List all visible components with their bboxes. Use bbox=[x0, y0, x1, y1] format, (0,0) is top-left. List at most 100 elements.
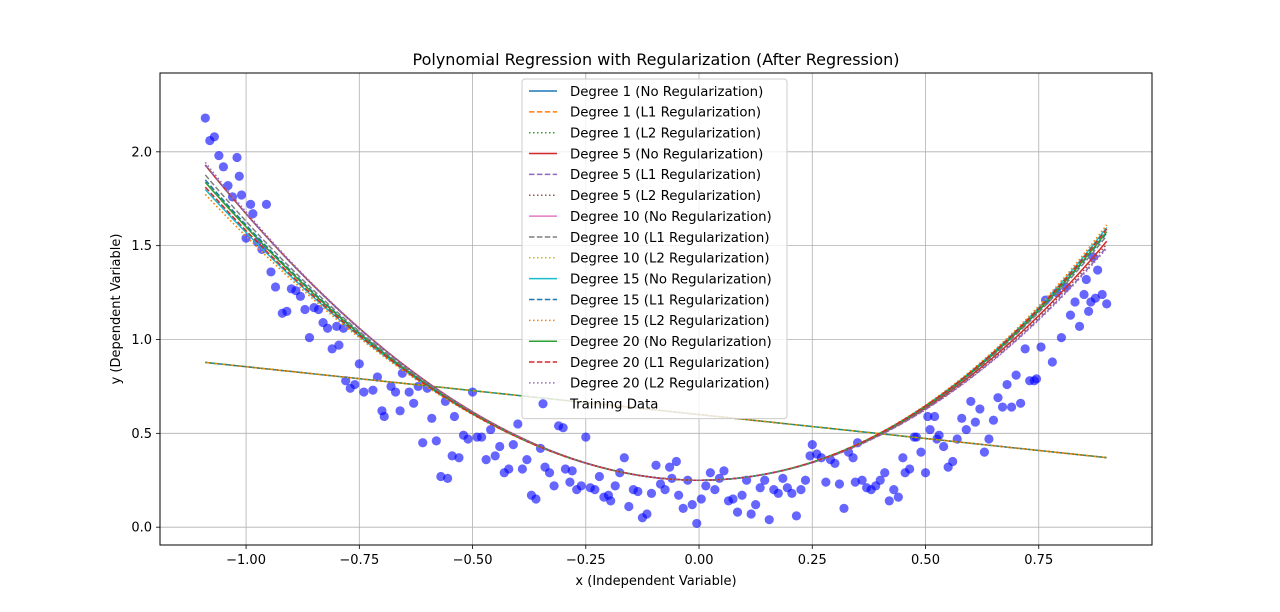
training-data-point bbox=[934, 430, 944, 440]
training-data-point bbox=[334, 340, 344, 350]
training-data-point bbox=[218, 162, 229, 172]
training-data-point bbox=[755, 483, 765, 493]
training-data-point bbox=[581, 432, 591, 442]
legend-label: Degree 1 (L2 Regularization) bbox=[570, 127, 761, 142]
training-data-point bbox=[322, 323, 333, 333]
training-data-point bbox=[671, 456, 681, 467]
training-data-point bbox=[214, 150, 224, 161]
training-data-point bbox=[1056, 333, 1067, 343]
training-data-point bbox=[531, 494, 541, 504]
training-data-point bbox=[728, 494, 738, 504]
legend-label: Degree 15 (L2 Regularization) bbox=[570, 314, 770, 329]
y-tick-label: 1.5 bbox=[131, 239, 152, 254]
training-data-point bbox=[997, 402, 1008, 412]
legend-label: Degree 20 (L2 Regularization) bbox=[570, 377, 770, 392]
training-data-point bbox=[791, 511, 802, 521]
training-data-point bbox=[513, 419, 523, 429]
training-data-point bbox=[984, 434, 994, 444]
training-data-point bbox=[404, 387, 414, 397]
training-data-point bbox=[732, 507, 743, 517]
training-data-point bbox=[431, 436, 441, 446]
training-data-point bbox=[667, 473, 677, 483]
training-data-point bbox=[266, 267, 276, 277]
training-data-point bbox=[481, 455, 491, 465]
training-data-point bbox=[486, 424, 496, 435]
training-data-point bbox=[857, 475, 867, 485]
plot-frame bbox=[159, 72, 1153, 546]
x-tick-label: 0.75 bbox=[1024, 553, 1053, 568]
training-data-point bbox=[508, 439, 518, 450]
legend-label: Degree 1 (No Regularization) bbox=[570, 85, 763, 100]
y-tick-label: 2.0 bbox=[131, 145, 152, 160]
training-data-point bbox=[1016, 398, 1026, 408]
training-data-point bbox=[664, 462, 675, 472]
training-data-point bbox=[409, 398, 419, 408]
training-data-point bbox=[261, 199, 272, 209]
x-tick-label: −0.50 bbox=[453, 553, 493, 568]
training-data-point bbox=[737, 490, 747, 500]
training-data-point bbox=[232, 152, 242, 163]
training-data-point bbox=[567, 466, 577, 476]
legend-label: Degree 10 (No Regularization) bbox=[570, 210, 772, 225]
legend-box bbox=[521, 78, 788, 420]
training-data-point bbox=[701, 481, 711, 491]
training-data-point bbox=[549, 481, 559, 491]
training-data-point bbox=[1020, 344, 1030, 354]
training-data-point bbox=[350, 379, 360, 390]
training-data-point bbox=[1093, 265, 1103, 275]
training-data-point bbox=[678, 503, 688, 514]
training-data-point bbox=[884, 496, 894, 506]
training-data-point bbox=[594, 471, 604, 482]
training-data-point bbox=[565, 477, 575, 487]
training-data-point bbox=[395, 406, 405, 416]
training-data-point bbox=[970, 417, 980, 427]
x-tick-label: −1.00 bbox=[226, 553, 266, 568]
training-data-point bbox=[939, 441, 949, 452]
training-data-point bbox=[957, 413, 967, 423]
training-data-point bbox=[807, 439, 817, 450]
training-data-point bbox=[800, 475, 811, 485]
training-data-point bbox=[1065, 310, 1076, 320]
legend-label: Degree 10 (L2 Regularization) bbox=[570, 252, 770, 267]
legend-label: Degree 5 (L1 Regularization) bbox=[570, 168, 761, 183]
training-data-point bbox=[710, 485, 720, 495]
training-data-point bbox=[687, 500, 697, 510]
y-tick-label: 0.5 bbox=[131, 427, 152, 442]
training-data-point bbox=[839, 503, 849, 514]
training-data-point bbox=[988, 415, 999, 425]
training-data-point bbox=[778, 473, 788, 483]
x-tick-label: 0.00 bbox=[685, 553, 714, 568]
training-data-point bbox=[889, 485, 899, 495]
training-data-point bbox=[773, 488, 783, 498]
training-data-point bbox=[359, 387, 369, 397]
training-data-point bbox=[544, 468, 555, 478]
training-data-point bbox=[300, 304, 310, 315]
training-data-point bbox=[1011, 370, 1021, 380]
axis-ticks: −1.00 −0.75 −0.50 −0.25 0.00 0.25 0.50 0.75 0.0 0… bbox=[131, 145, 1053, 568]
training-data-point bbox=[558, 423, 568, 433]
training-data-point bbox=[893, 492, 903, 502]
training-data-point bbox=[925, 424, 935, 435]
training-data-point bbox=[234, 171, 244, 181]
training-data-point bbox=[875, 475, 885, 485]
y-tick-label: 1.0 bbox=[131, 333, 152, 348]
training-data-point bbox=[920, 468, 931, 478]
training-data-point bbox=[390, 387, 401, 397]
training-data-point bbox=[245, 199, 256, 209]
training-data-point bbox=[1031, 374, 1042, 384]
training-data-point bbox=[961, 424, 971, 435]
training-data-point bbox=[495, 441, 505, 452]
training-data-point bbox=[1047, 357, 1057, 367]
training-data-point bbox=[354, 359, 364, 369]
training-data-point bbox=[821, 477, 831, 487]
training-data-point bbox=[975, 404, 985, 414]
training-data-point bbox=[443, 473, 453, 483]
training-data-point bbox=[610, 481, 620, 491]
training-data-point bbox=[719, 466, 729, 476]
training-data-point bbox=[619, 453, 629, 463]
training-data-point bbox=[590, 485, 600, 495]
training-data-point bbox=[848, 453, 858, 463]
training-data-point bbox=[1079, 289, 1089, 300]
legend-label: Degree 10 (L1 Regularization) bbox=[570, 231, 770, 246]
training-data-point bbox=[270, 282, 281, 292]
